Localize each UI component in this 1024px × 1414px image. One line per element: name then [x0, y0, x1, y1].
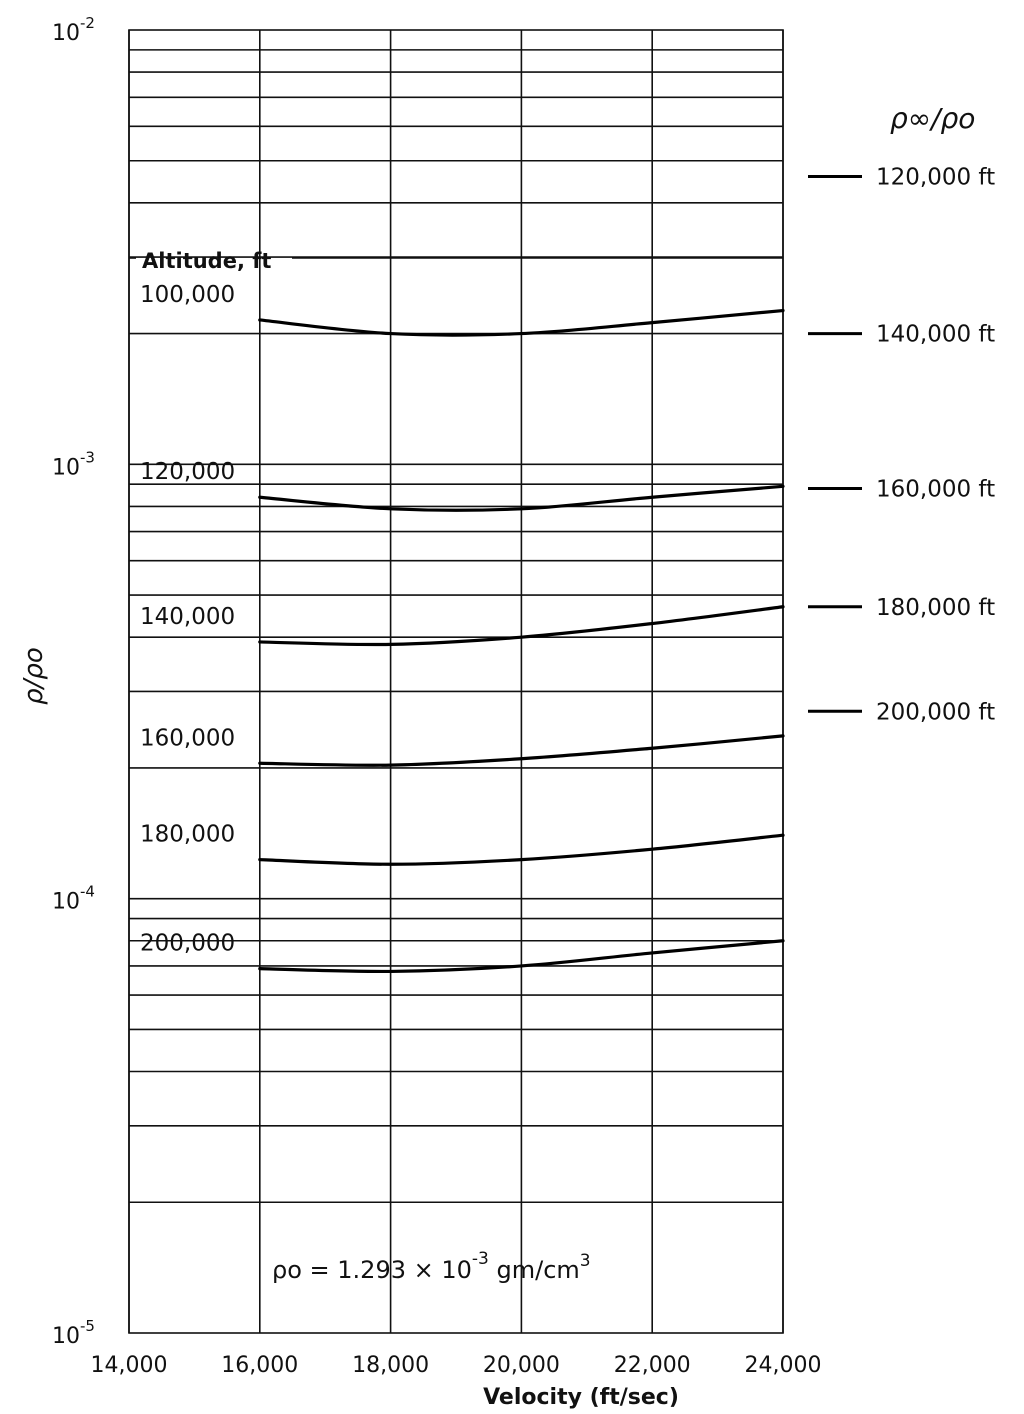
x-tick-label: 14,000 [91, 1353, 168, 1378]
y-axis-title: ρ/ρo [19, 647, 49, 705]
series-labels: 100,000 120,000 140,000 160,000 180,000 200,0… [140, 282, 235, 957]
series-label-180000: 180,000 [140, 822, 235, 848]
annotation-exp: -3 [472, 1249, 489, 1269]
series-line-100000 [258, 308, 785, 337]
reference-title: ρ∞/ρo [890, 102, 975, 135]
series-line-200000 [258, 939, 785, 974]
x-tick-label: 20,000 [483, 1353, 560, 1378]
y-tick-labels: 10-2 10-3 10-4 10-5 [52, 14, 95, 1349]
reference-label: 140,000 ft [876, 322, 995, 348]
series-label-200000: 200,000 [140, 931, 235, 957]
series-label-120000: 120,000 [140, 459, 235, 485]
x-tick-label: 24,000 [745, 1353, 822, 1378]
series-line-120000 [258, 484, 785, 512]
y-tick-label: 10-5 [52, 1317, 95, 1349]
x-tick-label: 16,000 [221, 1353, 298, 1378]
reference-label: 180,000 ft [876, 595, 995, 621]
legend-title: Altitude, ft [142, 249, 271, 273]
reference-markers: 120,000 ft 140,000 ft 160,000 ft 180,000 ft… [808, 164, 995, 725]
series-line-140000 [258, 605, 785, 647]
series-label-160000: 160,000 [140, 725, 235, 751]
reference-label: 200,000 ft [876, 699, 995, 725]
plot-frame [128, 29, 784, 1334]
x-tick-label: 18,000 [352, 1353, 429, 1378]
grid [128, 29, 784, 1334]
series-lines [258, 308, 785, 974]
series-line-180000 [258, 833, 785, 866]
series-line-160000 [258, 734, 785, 767]
series-label-140000: 140,000 [140, 604, 235, 630]
x-axis-title: Velocity (ft/sec) [483, 1385, 679, 1410]
y-tick-label: 10-3 [52, 448, 95, 480]
reference-label: 160,000 ft [876, 476, 995, 502]
y-tick-label: 10-2 [52, 14, 95, 46]
series-label-100000: 100,000 [140, 282, 235, 308]
annotation-unit-exp: 3 [580, 1251, 591, 1271]
annotation-base: ρo = 1.293 × 10 [272, 1256, 472, 1284]
y-tick-label: 10-4 [52, 883, 95, 915]
x-tick-label: 22,000 [614, 1353, 691, 1378]
annotation-unit: gm/cm [489, 1256, 580, 1284]
density-annotation: ρo = 1.293 × 10-3 gm/cm3 [272, 1249, 591, 1284]
reference-label: 120,000 ft [876, 164, 995, 190]
x-tick-labels: 14,000 16,000 18,000 20,000 22,000 24,000 [91, 1353, 822, 1378]
